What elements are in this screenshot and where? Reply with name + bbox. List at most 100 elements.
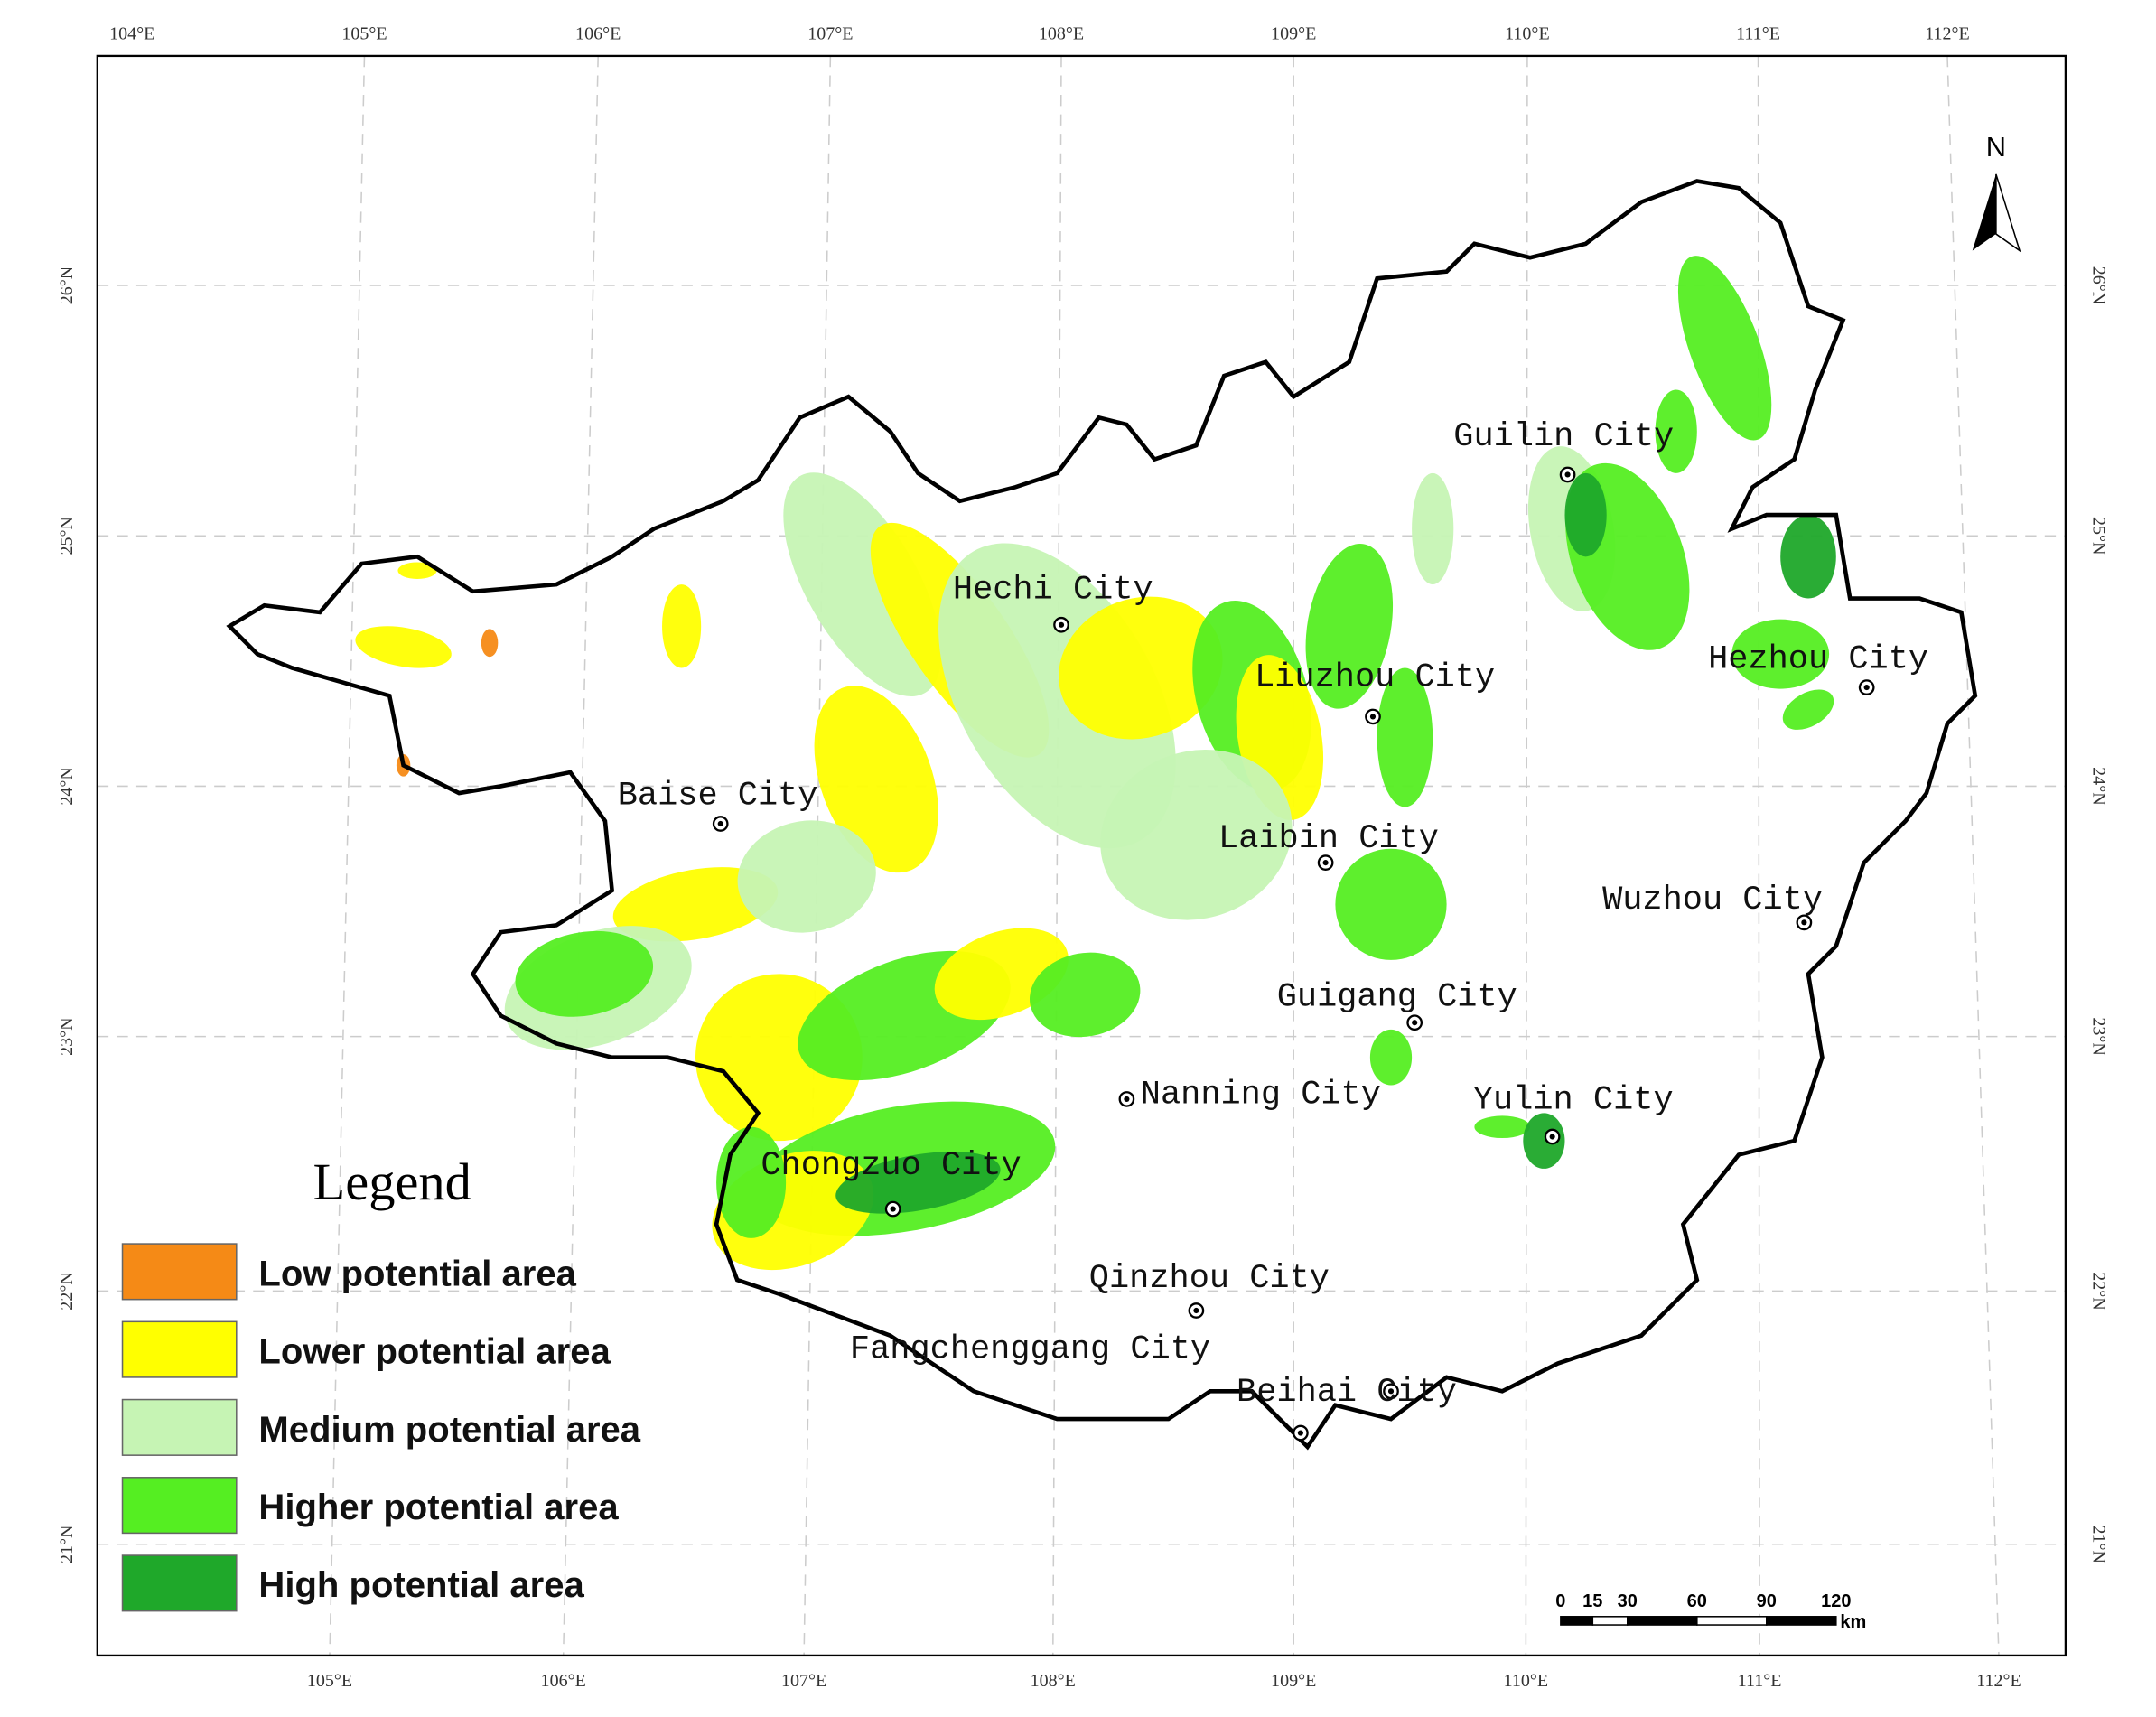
potential-patch <box>814 686 938 873</box>
potential-patch <box>1412 472 1454 585</box>
potential-patch <box>355 626 452 668</box>
city-label: Fangchenggang City <box>850 1330 1210 1368</box>
lat-label: 26°N <box>2089 266 2109 304</box>
city-marker-dot <box>1297 1430 1303 1436</box>
potential-patch <box>397 562 437 579</box>
city-marker-dot <box>1801 919 1807 926</box>
lat-label: 25°N <box>2089 517 2109 555</box>
legend-label: Medium potential area <box>258 1410 640 1450</box>
lon-label: 110°E <box>1505 23 1550 43</box>
lon-label: 108°E <box>1039 23 1084 43</box>
potential-patch <box>1523 1113 1565 1169</box>
graticule <box>1525 55 1528 1656</box>
lat-label: 22°N <box>2089 1272 2109 1310</box>
city-label: Yulin City <box>1473 1082 1674 1120</box>
legend-title: Legend <box>313 1152 471 1211</box>
legend-label: Lower potential area <box>258 1332 611 1372</box>
scale-segment <box>1591 1616 1629 1626</box>
scale-label: 15 <box>1582 1591 1602 1611</box>
lon-label: 107°E <box>781 1671 826 1691</box>
potential-patch <box>1655 389 1697 473</box>
city-marker-dot <box>1058 621 1065 628</box>
lat-label: 21°N <box>57 1525 77 1563</box>
lon-label: 105°E <box>307 1671 352 1691</box>
legend-swatch <box>121 1554 238 1612</box>
lat-label: 22°N <box>57 1272 77 1310</box>
scale-label: 0 <box>1555 1591 1565 1611</box>
province-border <box>226 179 1978 1451</box>
legend-swatch <box>121 1477 238 1535</box>
potential-patch <box>737 820 876 933</box>
lon-label: 109°E <box>1271 23 1316 43</box>
city-marker-dot <box>717 820 723 827</box>
scale-segment <box>1627 1616 1698 1626</box>
graticule <box>1946 55 2000 1656</box>
north-label: N <box>1986 131 2006 163</box>
potential-patch <box>1377 667 1433 807</box>
city-marker-dot <box>1863 685 1870 691</box>
scale-segment <box>1766 1616 1837 1626</box>
legend-label: Low potential area <box>258 1254 576 1293</box>
city-label: Chongzuo City <box>761 1147 1021 1185</box>
city-label: Baise City <box>618 777 818 815</box>
lon-label: 104°E <box>109 23 154 43</box>
scale-segment <box>1560 1616 1594 1626</box>
lon-label: 106°E <box>541 1671 586 1691</box>
lat-label: 26°N <box>57 266 77 304</box>
lon-label: 109°E <box>1271 1671 1316 1691</box>
city-label: Nanning City <box>1141 1077 1381 1115</box>
city-marker-dot <box>890 1206 896 1212</box>
city-label: Qinzhou City <box>1089 1260 1330 1298</box>
lon-label: 106°E <box>575 23 621 43</box>
lon-label: 111°E <box>1736 23 1780 43</box>
potential-patch <box>1731 619 1830 689</box>
city-marker-dot <box>1322 860 1329 866</box>
potential-patch <box>1780 515 1836 599</box>
potential-patch <box>1030 952 1141 1038</box>
lon-label: 112°E <box>1925 23 1970 43</box>
potential-patch <box>662 584 702 668</box>
lon-label: 107°E <box>807 23 853 43</box>
legend-swatch <box>121 1320 238 1378</box>
lat-label: 24°N <box>2089 767 2109 805</box>
city-marker-dot <box>1549 1134 1555 1140</box>
legend-swatch <box>121 1243 238 1301</box>
lon-label: 111°E <box>1738 1671 1782 1691</box>
legend-label: High potential area <box>258 1565 584 1605</box>
city-label: Hechi City <box>953 572 1153 610</box>
potential-patch <box>1059 596 1223 740</box>
potential-patch <box>481 629 499 658</box>
lon-label: 105°E <box>341 23 387 43</box>
potential-patch <box>515 930 654 1017</box>
legend-swatch <box>121 1398 238 1456</box>
potential-patch <box>1677 256 1772 441</box>
lat-label: 25°N <box>57 517 77 555</box>
city-label: Liuzhou City <box>1255 659 1495 697</box>
lon-label: 108°E <box>1031 1671 1076 1691</box>
city-label: Laibin City <box>1218 820 1439 858</box>
potential-patch <box>1474 1115 1530 1139</box>
city-marker-dot <box>1124 1096 1130 1102</box>
legend-label: Higher potential area <box>258 1488 619 1527</box>
graticule <box>329 55 366 1656</box>
graticule <box>1052 55 1062 1656</box>
potential-patch <box>612 867 779 942</box>
graticule <box>562 55 599 1656</box>
city-label: Guilin City <box>1453 418 1674 456</box>
potential-patch <box>1335 848 1447 960</box>
scale-label: 30 <box>1618 1591 1638 1611</box>
potential-patch <box>1564 472 1607 557</box>
graticule <box>1757 55 1760 1656</box>
city-label: Beihai City <box>1237 1374 1457 1412</box>
lon-label: 110°E <box>1504 1671 1549 1691</box>
map-frame <box>96 54 2067 1657</box>
city-marker-dot <box>1387 1388 1395 1395</box>
city-label: Guigang City <box>1277 979 1517 1017</box>
scale-segment <box>1696 1616 1768 1626</box>
lat-label: 23°N <box>2089 1017 2109 1055</box>
potential-patch <box>1782 689 1834 730</box>
lat-label: 21°N <box>2089 1525 2109 1563</box>
potential-patch <box>1369 1029 1413 1086</box>
potential-patch <box>783 472 942 697</box>
